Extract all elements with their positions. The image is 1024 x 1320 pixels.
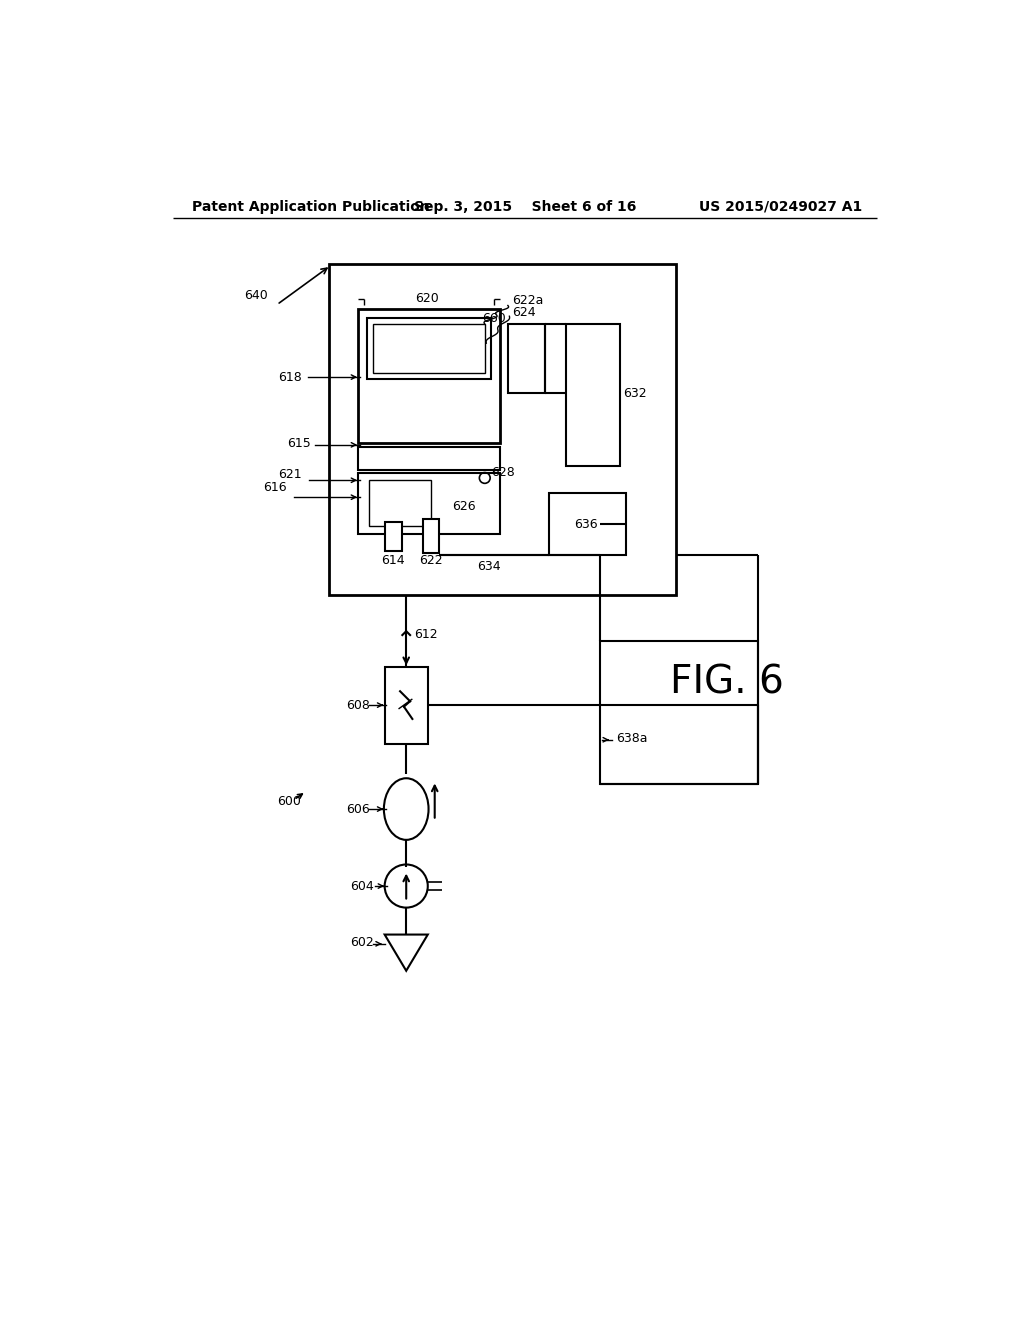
Text: 621: 621 <box>279 467 302 480</box>
Text: Patent Application Publication: Patent Application Publication <box>193 199 430 214</box>
Text: 615: 615 <box>287 437 310 450</box>
Bar <box>330 264 676 595</box>
Bar <box>357 473 500 535</box>
Text: 602: 602 <box>350 936 374 949</box>
Text: 600: 600 <box>276 795 301 808</box>
Text: 622a: 622a <box>512 294 543 308</box>
Text: 612: 612 <box>414 628 437 640</box>
Text: 626: 626 <box>453 500 476 513</box>
Bar <box>385 667 428 743</box>
Bar <box>565 323 620 466</box>
Bar <box>508 323 545 393</box>
Text: Sep. 3, 2015    Sheet 6 of 16: Sep. 3, 2015 Sheet 6 of 16 <box>414 199 636 214</box>
Text: 624: 624 <box>512 306 536 319</box>
Circle shape <box>385 865 428 908</box>
Bar <box>423 519 438 553</box>
Text: 614: 614 <box>381 554 404 566</box>
Text: 608: 608 <box>346 698 370 711</box>
Polygon shape <box>385 935 428 970</box>
Text: 622: 622 <box>419 554 443 566</box>
Text: 616: 616 <box>263 482 287 495</box>
Text: 620: 620 <box>416 292 439 305</box>
Bar <box>357 309 500 444</box>
Bar <box>357 447 500 470</box>
Text: 606: 606 <box>346 803 370 816</box>
Text: 638a: 638a <box>615 731 647 744</box>
Text: US 2015/0249027 A1: US 2015/0249027 A1 <box>698 199 862 214</box>
Text: FIG. 6: FIG. 6 <box>670 663 783 701</box>
Text: 632: 632 <box>624 387 647 400</box>
Text: 604: 604 <box>350 879 374 892</box>
Ellipse shape <box>384 779 429 840</box>
Bar <box>367 318 490 379</box>
Text: 640: 640 <box>245 289 268 302</box>
Text: 618: 618 <box>279 371 302 384</box>
Text: 636: 636 <box>574 517 598 531</box>
Text: 634: 634 <box>477 560 501 573</box>
Text: 660: 660 <box>482 312 506 325</box>
Bar <box>549 494 626 554</box>
Bar <box>373 323 484 374</box>
Bar <box>385 521 401 552</box>
Text: 628: 628 <box>490 466 515 479</box>
Bar <box>600 642 758 784</box>
Bar <box>370 480 431 527</box>
